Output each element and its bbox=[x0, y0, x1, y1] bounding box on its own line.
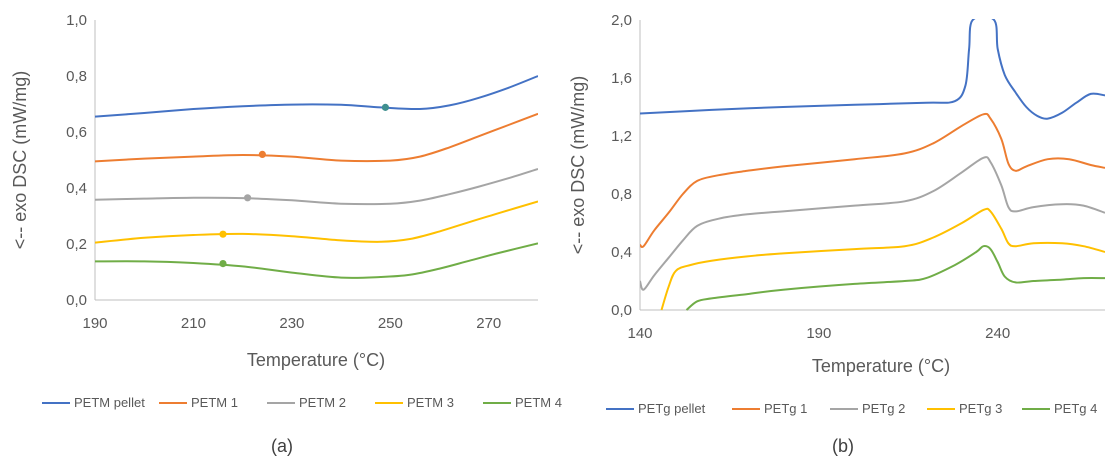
series-line-petg-4 bbox=[685, 245, 1105, 311]
legend-entry: PETg 3 bbox=[959, 401, 1002, 416]
y-tick-label: 0,4 bbox=[66, 180, 87, 197]
legend-entry: PETg 4 bbox=[1054, 401, 1097, 416]
series-line-petm-pellet bbox=[95, 75, 538, 118]
legend-entry: PETg 2 bbox=[862, 401, 905, 416]
legend-entry: PETM 2 bbox=[299, 395, 346, 410]
x-axis-label: Temperature (°C) bbox=[812, 356, 950, 376]
y-axis-label: <-- exo DSC (mW/mg) bbox=[10, 71, 30, 250]
x-tick-label: 140 bbox=[627, 325, 652, 342]
x-tick-label: 190 bbox=[806, 325, 831, 342]
y-tick-label: 0,8 bbox=[611, 186, 632, 203]
legend-entry: PETg 1 bbox=[764, 401, 807, 416]
legend-entry: PETg pellet bbox=[638, 401, 706, 416]
series-line-petm-4 bbox=[95, 242, 538, 279]
series-line-petm-3 bbox=[95, 200, 538, 244]
series-line-petg-1 bbox=[640, 112, 1105, 248]
y-tick-label: 2,0 bbox=[611, 12, 632, 29]
chart-a: 0,0 0,2 0,4 0,6 0,8 1,0 190 210 230 250 270 Tempera… bbox=[10, 12, 562, 456]
y-tick-label: 1,6 bbox=[611, 70, 632, 87]
marker-point-petm-4 bbox=[219, 260, 227, 268]
figure-caption: (b) bbox=[832, 436, 854, 456]
x-tick-label: 240 bbox=[985, 325, 1010, 342]
chart-b: 0,0 0,4 0,8 1,2 1,6 2,0 140 190 240 Temperature (… bbox=[568, 12, 1105, 456]
series-line-petm-1 bbox=[95, 112, 538, 163]
legend-entry: PETM 3 bbox=[407, 395, 454, 410]
series-line-petg-2 bbox=[640, 156, 1105, 291]
y-tick-label: 0,0 bbox=[66, 292, 87, 309]
y-tick-label: 0,8 bbox=[66, 68, 87, 85]
x-tick-label: 270 bbox=[476, 315, 501, 332]
x-tick-label: 230 bbox=[279, 315, 304, 332]
legend-entry: PETM 1 bbox=[191, 395, 238, 410]
series-line-petm-2 bbox=[95, 168, 538, 206]
x-tick-label: 250 bbox=[378, 315, 403, 332]
marker-point-petm-pellet bbox=[381, 103, 390, 111]
legend-entry: PETM 4 bbox=[515, 395, 562, 410]
y-tick-label: 1,2 bbox=[611, 128, 632, 145]
y-tick-label: 0,2 bbox=[66, 236, 87, 253]
plot-area bbox=[640, 19, 1105, 311]
series-line-petg-pellet bbox=[640, 19, 1105, 120]
x-axis-label: Temperature (°C) bbox=[247, 350, 385, 370]
y-tick-label: 0,6 bbox=[66, 124, 87, 141]
marker-point-petm-2 bbox=[243, 194, 252, 202]
plot-area bbox=[95, 75, 538, 279]
x-tick-label: 210 bbox=[181, 315, 206, 332]
y-tick-label: 1,0 bbox=[66, 12, 87, 29]
y-axis-label: <-- exo DSC (mW/mg) bbox=[568, 76, 588, 255]
y-tick-label: 0,0 bbox=[611, 302, 632, 319]
x-tick-label: 190 bbox=[82, 315, 107, 332]
y-tick-label: 0,4 bbox=[611, 244, 632, 261]
marker-point-petm-1 bbox=[258, 150, 266, 158]
legend-entry: PETM pellet bbox=[74, 395, 145, 410]
series-line-petg-3 bbox=[660, 207, 1105, 311]
figure-caption: (a) bbox=[271, 436, 293, 456]
marker-point-petm-3 bbox=[219, 230, 227, 238]
